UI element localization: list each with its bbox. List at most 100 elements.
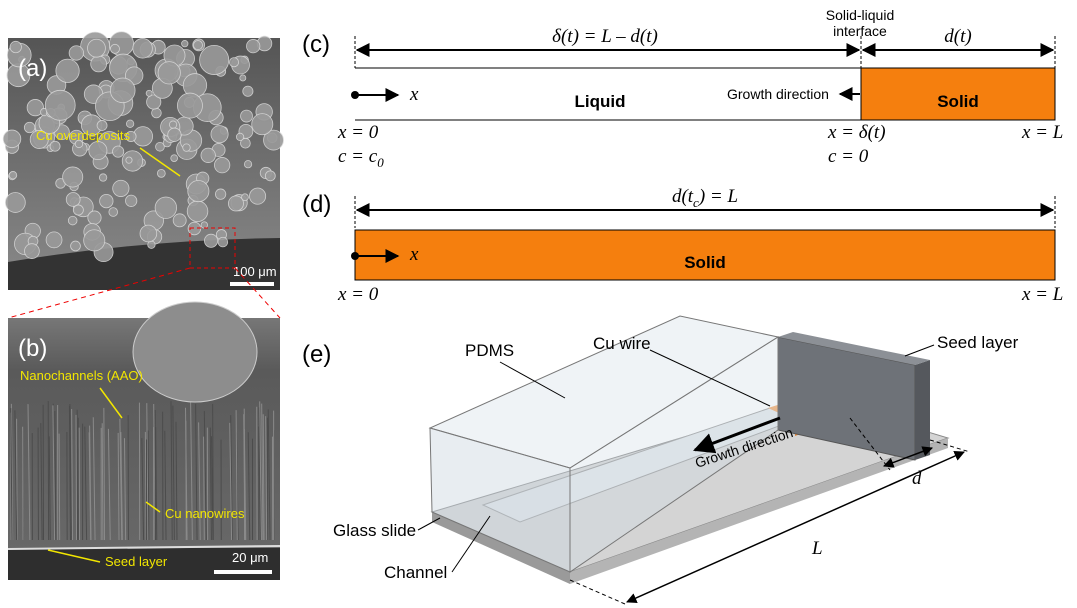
label: PDMS: [465, 341, 514, 360]
math-text: ) = L: [698, 186, 738, 207]
sphere: [152, 108, 162, 118]
sphere: [228, 196, 243, 211]
sphere: [265, 171, 275, 181]
annotation: Seed layer: [105, 554, 168, 569]
math-text: c = c: [338, 146, 378, 167]
math-label: c = c0: [338, 146, 384, 170]
panel-b: (b) Nanochannels (AAO) Cu nanowires Seed…: [8, 302, 280, 580]
sphere: [188, 180, 209, 201]
panel-label: (b): [18, 335, 47, 362]
math-label: δ(t) = L – d(t): [552, 26, 658, 47]
sphere: [252, 114, 273, 135]
sphere: [84, 230, 105, 251]
sphere: [171, 155, 178, 162]
sphere: [100, 194, 113, 207]
sphere: [204, 234, 217, 247]
sphere: [140, 225, 157, 242]
sphere: [187, 201, 208, 222]
sphere: [211, 126, 228, 143]
label: interface: [833, 23, 887, 39]
sphere: [3, 130, 21, 148]
panel-c: (c) δ(t) = L – d(t) Solid-liquid interfa…: [302, 7, 1063, 170]
sphere: [46, 232, 62, 248]
sphere: [69, 46, 83, 60]
sphere: [243, 86, 253, 96]
sphere: [63, 167, 83, 187]
math-text: d(t: [672, 186, 694, 207]
sphere: [169, 121, 176, 128]
wire: [104, 408, 105, 540]
panel-label: (d): [302, 191, 331, 218]
sphere: [110, 44, 119, 53]
sphere: [9, 171, 17, 179]
wire: [76, 415, 77, 540]
sphere: [215, 189, 225, 199]
sphere: [88, 39, 106, 57]
math-label: x = L: [1021, 122, 1063, 143]
sphere: [201, 148, 215, 162]
region-label: Solid: [684, 253, 726, 272]
sphere: [218, 237, 228, 247]
sphere: [158, 62, 180, 84]
math-label: x = 0: [337, 284, 379, 305]
annotation: Cu nanowires: [165, 506, 245, 521]
wire: [204, 437, 205, 540]
sphere: [71, 241, 81, 251]
panel-label: (c): [302, 31, 330, 58]
scale-label: 20 μm: [232, 550, 268, 565]
subscript: 0: [377, 155, 384, 170]
label: Solid-liquid: [826, 7, 894, 23]
math-label: x: [409, 244, 419, 265]
math-label: L: [811, 538, 823, 559]
sphere: [146, 90, 152, 96]
sphere: [109, 208, 118, 217]
wire: [102, 423, 103, 540]
scale-bar: [214, 570, 272, 574]
sphere: [56, 59, 79, 82]
scale-label: 100 μm: [233, 264, 277, 279]
sphere: [45, 90, 75, 120]
panel-a: (a) Cu overdeposits 100 μm: [3, 32, 283, 290]
sphere: [246, 39, 259, 52]
dashed-guide: [570, 580, 625, 604]
leader: [905, 345, 934, 356]
figure: (a) Cu overdeposits 100 μm (b) Nanochann…: [0, 0, 1077, 608]
math-label: d(tc) = L: [672, 186, 738, 210]
sphere: [133, 39, 153, 59]
panel-e: (e) Growth direction d L PDMS Cu wire Se…: [302, 316, 1019, 604]
sphere: [89, 142, 107, 160]
scale-bar: [230, 282, 274, 286]
sphere: [157, 169, 165, 177]
sphere: [110, 78, 135, 103]
sphere: [183, 144, 190, 151]
sphere: [240, 75, 246, 81]
sphere: [88, 211, 101, 224]
wire: [59, 434, 60, 540]
label: Growth direction: [727, 86, 829, 102]
math-label: d: [912, 468, 922, 489]
sphere: [177, 93, 202, 118]
sphere: [99, 174, 106, 181]
sphere: [5, 193, 25, 213]
panel-d: (d) d(tc) = L x Solid x = 0 x = L: [302, 186, 1063, 305]
sphere: [249, 188, 265, 204]
sphere: [10, 41, 21, 52]
sphere: [122, 151, 142, 171]
sphere: [91, 56, 107, 72]
sphere: [193, 41, 202, 50]
sphere: [68, 216, 77, 225]
math-label: x = L: [1021, 284, 1063, 305]
sphere: [125, 195, 136, 206]
annotation: Nanochannels (AAO): [20, 368, 143, 383]
sphere: [200, 45, 229, 74]
math-label: x = δ(t): [827, 122, 886, 143]
math-label: d(t): [944, 26, 971, 47]
sphere: [113, 180, 129, 196]
sphere: [126, 157, 132, 163]
sphere: [66, 193, 80, 207]
wire: [148, 431, 149, 540]
sphere: [229, 58, 238, 67]
sphere: [126, 120, 133, 127]
math-label: c = 0: [828, 146, 869, 167]
sphere: [112, 146, 123, 157]
